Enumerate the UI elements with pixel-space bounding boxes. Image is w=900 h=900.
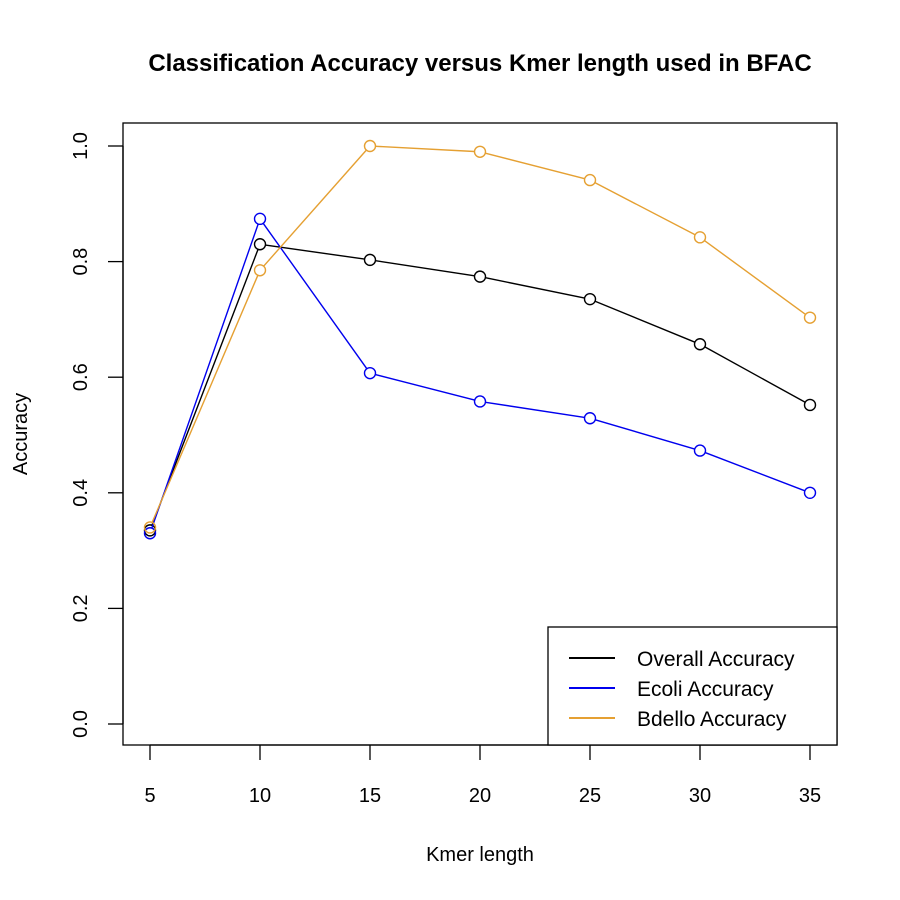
series-line-segment [485, 401, 585, 419]
series-ecoli-accuracy [143, 212, 817, 540]
y-tick-label: 0.8 [70, 248, 92, 276]
data-point [583, 292, 597, 306]
data-point [363, 139, 377, 153]
x-axis: 5 10 15 20 25 30 35 [144, 744, 821, 807]
series-line-segment [265, 244, 365, 260]
chart-title: Classification Accuracy versus Kmer leng… [148, 50, 811, 77]
legend: Overall Accuracy Ecoli Accuracy Bdello Acc… [547, 626, 838, 746]
legend-box [547, 626, 838, 746]
y-axis-label: Accuracy [10, 393, 32, 475]
series-line-segment [151, 275, 259, 523]
data-point [693, 338, 707, 351]
series-line-segment [485, 152, 585, 180]
series-line-segment [263, 149, 367, 267]
data-point [803, 486, 817, 499]
data-point [583, 412, 597, 425]
data-point [693, 444, 707, 457]
legend-label: Ecoli Accuracy [637, 678, 774, 701]
x-tick-label: 15 [359, 785, 381, 807]
series-line-segment [151, 223, 259, 529]
x-tick-label: 30 [689, 785, 711, 807]
series-line-segment [375, 373, 475, 401]
series-line-segment [594, 182, 696, 236]
series-line-segment [262, 222, 368, 370]
series-line-segment [375, 260, 475, 277]
series-line-segment [595, 419, 695, 450]
series-line-segment [375, 145, 475, 153]
data-point [253, 238, 267, 251]
data-point [253, 212, 267, 226]
series-line-segment [485, 277, 585, 299]
series-line-segment [704, 240, 806, 315]
data-point [143, 521, 157, 534]
series-line-segment [704, 346, 806, 403]
data-point [803, 311, 817, 324]
data-point [473, 395, 487, 408]
x-tick-label: 35 [799, 785, 821, 807]
data-point [693, 231, 707, 244]
data-point [143, 524, 157, 537]
data-point [253, 264, 267, 277]
x-tick-label: 25 [579, 785, 601, 807]
data-point [803, 398, 817, 412]
data-point [143, 527, 157, 540]
data-point [363, 366, 377, 380]
y-tick-label: 0.6 [70, 363, 92, 391]
data-point [473, 270, 487, 283]
y-tick-label: 0.0 [70, 710, 92, 738]
legend-label: Overall Accuracy [637, 648, 795, 671]
series-line-segment [594, 300, 696, 343]
legend-label: Bdello Accuracy [637, 708, 787, 731]
data-point [583, 173, 597, 187]
y-tick-label: 0.2 [70, 594, 92, 622]
y-tick-label: 1.0 [70, 132, 92, 160]
x-tick-label: 5 [144, 785, 155, 807]
y-tick-label: 0.4 [70, 479, 92, 507]
series-line-segment [704, 451, 806, 492]
data-point [363, 253, 377, 267]
x-axis-label: Kmer length [426, 844, 534, 866]
series-layer [143, 139, 817, 540]
series-line-segment [151, 249, 259, 526]
series-overall-accuracy [143, 238, 817, 537]
x-tick-label: 10 [249, 785, 271, 807]
data-point [473, 145, 487, 158]
x-tick-label: 20 [469, 785, 491, 807]
series-bdello-accuracy [143, 139, 817, 534]
y-axis: 0.0 0.2 0.4 0.6 0.8 1.0 [70, 132, 124, 738]
